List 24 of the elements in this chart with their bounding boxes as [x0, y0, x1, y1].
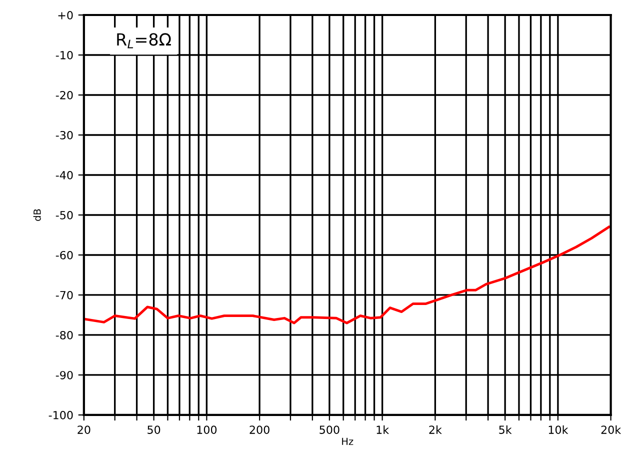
x-tick-label: 200: [250, 426, 270, 434]
x-tick-label: 100: [197, 426, 217, 434]
y-tick-label: -10: [56, 50, 73, 60]
x-axis-title: Hz: [342, 438, 354, 445]
y-tick-label: -80: [56, 330, 73, 340]
x-tick-label: 20k: [601, 425, 622, 434]
x-tick-label: 500: [320, 426, 340, 434]
y-tick-label: -90: [56, 370, 73, 380]
y-tick-label: -50: [56, 210, 73, 220]
x-tick-label: 10k: [548, 425, 568, 434]
y-tick-label: -70: [56, 290, 73, 300]
y-tick-label: -40: [56, 170, 73, 180]
x-tick-label: 50: [148, 426, 160, 434]
y-tick-label: -30: [56, 130, 73, 140]
annotation: R$_{L}$=8Ω: [117, 33, 171, 48]
x-tick-label: 20: [78, 426, 90, 434]
x-tick-label: 2k: [429, 425, 442, 434]
y-tick-label: -60: [56, 250, 73, 260]
x-tick-label: 5k: [499, 425, 512, 434]
y-tick-label: +0: [58, 10, 73, 20]
y-tick-label: -100: [48, 410, 73, 420]
x-tick-label: 1k: [376, 425, 390, 434]
y-axis-title: dB: [33, 209, 41, 221]
y-tick-label: -20: [56, 90, 73, 100]
